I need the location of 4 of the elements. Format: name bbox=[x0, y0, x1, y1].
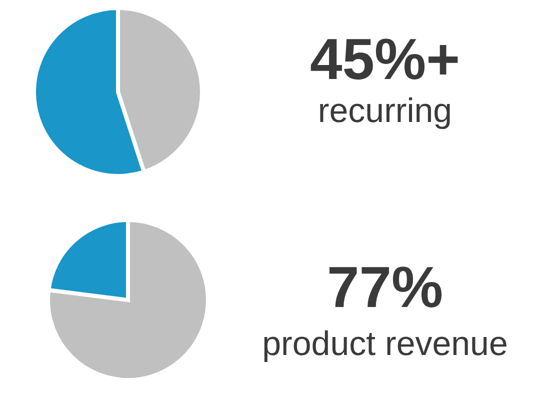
text: recurring bbox=[318, 92, 452, 130]
text: product revenue bbox=[262, 325, 508, 363]
text: 45%+ bbox=[310, 27, 460, 92]
text: 77% bbox=[326, 255, 444, 320]
